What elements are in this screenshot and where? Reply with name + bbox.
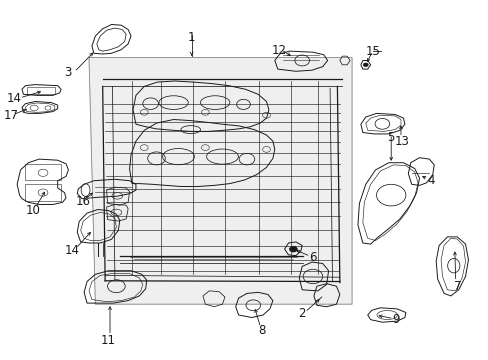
Polygon shape (89, 58, 351, 304)
Bar (27, 87, 55, 94)
Text: 4: 4 (427, 174, 434, 186)
Circle shape (289, 246, 297, 252)
Text: 1: 1 (187, 31, 195, 44)
Text: 11: 11 (101, 334, 116, 347)
Text: 9: 9 (391, 313, 399, 326)
Text: 17: 17 (3, 109, 18, 122)
Circle shape (363, 63, 367, 67)
Text: 8: 8 (257, 324, 265, 337)
Text: 12: 12 (271, 44, 285, 57)
Bar (25, 164, 61, 180)
Text: 15: 15 (365, 45, 379, 58)
Text: 14: 14 (6, 93, 21, 105)
Text: 5: 5 (386, 131, 394, 144)
Text: 2: 2 (298, 307, 305, 320)
Text: 16: 16 (76, 195, 90, 208)
Bar (25, 184, 61, 201)
Text: 10: 10 (26, 204, 41, 217)
Text: 3: 3 (63, 66, 71, 79)
Text: 6: 6 (308, 251, 316, 264)
Text: 7: 7 (453, 280, 461, 293)
Text: 13: 13 (394, 135, 408, 148)
Text: 14: 14 (65, 244, 80, 257)
